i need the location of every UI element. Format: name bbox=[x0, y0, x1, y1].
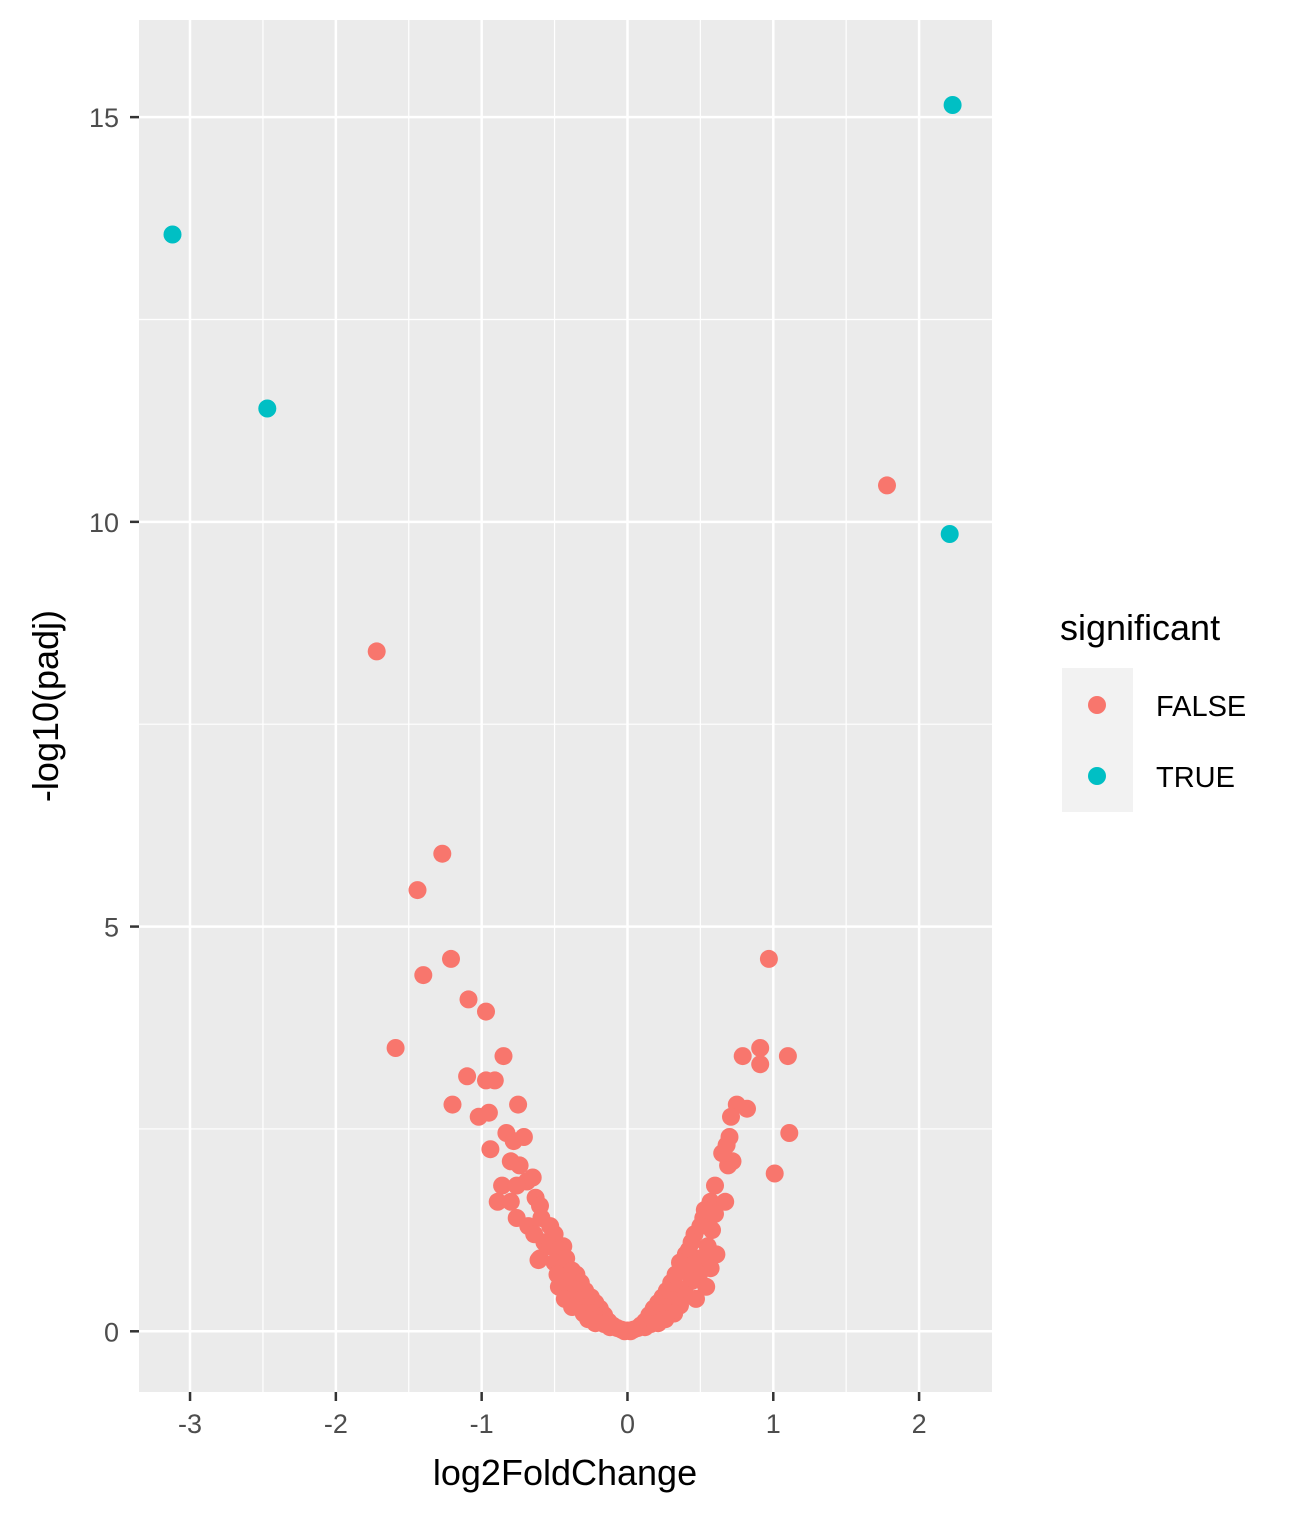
x-tick-label: 2 bbox=[912, 1409, 927, 1439]
point-false bbox=[713, 1144, 732, 1163]
point-false bbox=[459, 990, 478, 1009]
point-false bbox=[765, 1164, 784, 1183]
point-false bbox=[759, 949, 778, 968]
point-false bbox=[621, 1322, 640, 1341]
point-false bbox=[706, 1204, 724, 1223]
point-false bbox=[367, 642, 386, 661]
point-false bbox=[509, 1095, 528, 1114]
x-tick-label: -3 bbox=[178, 1409, 202, 1439]
legend-key-background bbox=[1062, 668, 1133, 812]
point-false bbox=[706, 1176, 724, 1195]
point-false bbox=[443, 1095, 462, 1114]
x-axis: -3 -2 -1 0 1 2 bbox=[178, 1392, 927, 1439]
point-true bbox=[258, 399, 277, 418]
point-false bbox=[510, 1156, 529, 1175]
point-false bbox=[494, 1047, 513, 1066]
point-false bbox=[697, 1277, 716, 1296]
point-false bbox=[780, 1124, 799, 1142]
y-tick-label: 10 bbox=[89, 508, 119, 538]
point-false bbox=[751, 1039, 770, 1057]
y-tick-label: 15 bbox=[89, 103, 119, 133]
point-false bbox=[477, 1002, 495, 1021]
point-false bbox=[386, 1039, 405, 1057]
point-false bbox=[751, 1055, 770, 1074]
point-false bbox=[523, 1168, 542, 1187]
x-tick-label: 1 bbox=[766, 1409, 781, 1439]
point-false bbox=[707, 1245, 726, 1264]
y-tick-label: 5 bbox=[104, 913, 119, 943]
point-false bbox=[433, 844, 452, 863]
point-false bbox=[738, 1099, 756, 1118]
point-false bbox=[703, 1221, 721, 1240]
point-false bbox=[514, 1128, 533, 1146]
x-tick-label: -2 bbox=[324, 1409, 348, 1439]
point-false bbox=[878, 476, 896, 495]
point-true bbox=[163, 225, 182, 244]
legend-title: significant bbox=[1060, 607, 1220, 648]
point-false bbox=[733, 1047, 752, 1066]
x-tick-label: 0 bbox=[620, 1409, 635, 1439]
y-axis-title: -log10(padj) bbox=[25, 610, 66, 802]
point-false bbox=[458, 1067, 477, 1086]
point-false bbox=[408, 881, 427, 900]
point-false bbox=[722, 1107, 740, 1126]
plot-panel bbox=[139, 20, 992, 1392]
point-true bbox=[940, 525, 959, 543]
legend-key-true bbox=[1088, 767, 1106, 785]
point-false bbox=[493, 1176, 512, 1195]
y-axis: 0 5 10 15 bbox=[89, 103, 139, 1347]
x-axis-title: log2FoldChange bbox=[433, 1452, 697, 1493]
point-false bbox=[716, 1192, 735, 1211]
point-false bbox=[501, 1192, 520, 1211]
data-points bbox=[163, 96, 962, 1341]
major-gridlines bbox=[139, 20, 992, 1392]
minor-gridlines bbox=[139, 20, 992, 1392]
legend-key-false bbox=[1088, 696, 1106, 714]
legend-label-true: TRUE bbox=[1156, 762, 1235, 794]
y-tick-label: 0 bbox=[104, 1317, 119, 1347]
point-false bbox=[414, 966, 433, 985]
x-tick-label: -1 bbox=[470, 1409, 494, 1439]
point-false bbox=[778, 1047, 797, 1066]
point-false bbox=[485, 1071, 504, 1090]
point-false bbox=[687, 1289, 705, 1308]
point-false bbox=[507, 1176, 526, 1195]
point-false bbox=[481, 1140, 500, 1159]
legend: significant FALSE TRUE bbox=[1060, 607, 1246, 812]
point-false bbox=[488, 1192, 507, 1211]
point-true bbox=[943, 96, 962, 114]
point-false bbox=[586, 1314, 605, 1333]
point-false bbox=[442, 949, 460, 968]
legend-label-false: FALSE bbox=[1156, 691, 1246, 723]
point-false bbox=[479, 1103, 498, 1122]
point-false bbox=[529, 1251, 548, 1270]
